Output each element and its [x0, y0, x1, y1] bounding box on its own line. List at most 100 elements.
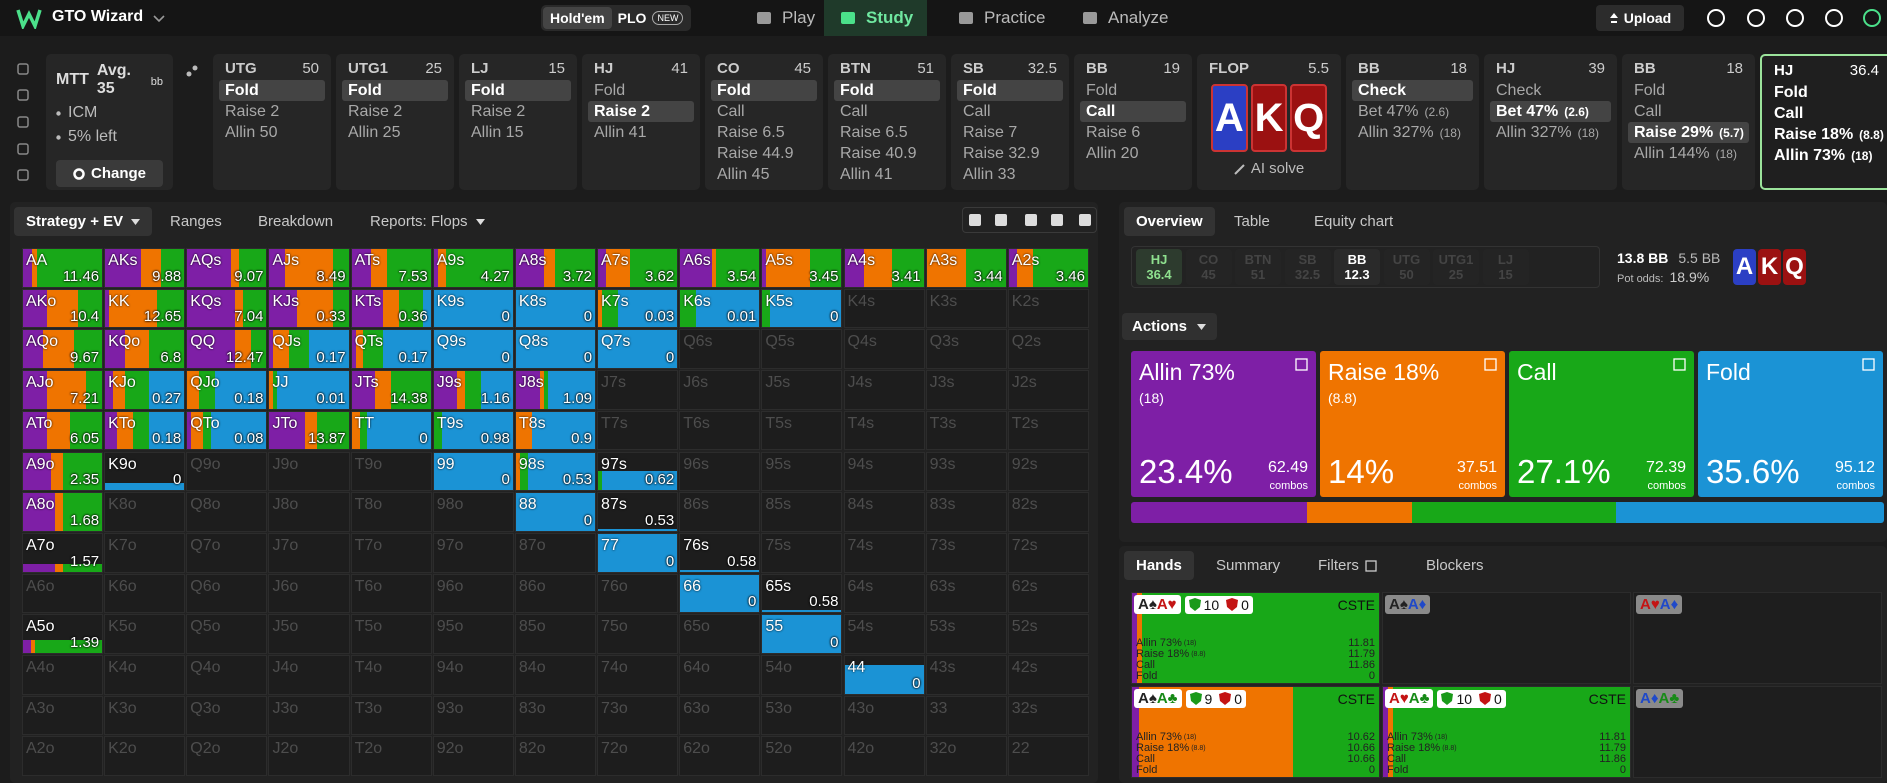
step-option[interactable]: Raise 7: [957, 122, 1063, 143]
hand-cell[interactable]: 54o: [761, 655, 843, 695]
hand-cell[interactable]: 82o: [514, 736, 597, 777]
hand-cell[interactable]: Q6s: [679, 329, 761, 370]
step-option[interactable]: Call: [1768, 103, 1885, 124]
step-option[interactable]: Allin 33: [957, 164, 1063, 185]
hand-cell[interactable]: 33: [925, 695, 1007, 736]
hand-cell[interactable]: Q5s: [761, 329, 843, 370]
hand-cell[interactable]: K7s 0.03: [597, 288, 679, 329]
hand-tile[interactable]: A♠A♦: [1382, 592, 1631, 684]
toggle-option[interactable]: PLO: [617, 10, 647, 26]
hand-cell[interactable]: KQo 6.8: [104, 329, 186, 370]
hand-cell[interactable]: K2s: [1007, 288, 1089, 329]
step-option[interactable]: Allin 41: [834, 164, 940, 185]
hand-cell[interactable]: Q2o: [186, 736, 268, 777]
hand-cell[interactable]: 94o: [432, 655, 514, 695]
hand-cell[interactable]: 42o: [843, 736, 925, 777]
hand-cell[interactable]: AJs 8.49: [268, 248, 350, 288]
history-step[interactable]: HJ 36.4 Fold Call Raise 18% (8.8) Allin 73% (18…: [1760, 54, 1887, 190]
hand-cell[interactable]: T4s: [843, 410, 925, 451]
hand-cell[interactable]: TT 0: [350, 410, 432, 451]
hand-cell[interactable]: T2o: [350, 736, 432, 777]
hand-cell[interactable]: J6o: [268, 573, 350, 614]
step-option[interactable]: Raise 6: [1080, 122, 1186, 143]
hand-cell[interactable]: Q3o: [186, 695, 268, 736]
hand-cell[interactable]: J5o: [268, 614, 350, 654]
hand-cell[interactable]: 73s: [925, 532, 1007, 573]
hand-cell[interactable]: KJs 0.33: [268, 288, 350, 329]
step-option[interactable]: Raise 44.9: [711, 143, 817, 164]
hand-cell[interactable]: J3s: [925, 370, 1007, 410]
hands-tab[interactable]: Summary: [1204, 551, 1292, 580]
hand-cell[interactable]: KQs 7.04: [186, 288, 268, 329]
step-option[interactable]: Allin 327% (18): [1490, 122, 1611, 143]
hand-tile[interactable]: A♥A♣ 10 0 CSTE Allin 73% (18) 11.81 Raise 18% (8…: [1382, 686, 1631, 778]
step-option[interactable]: Raise 6.5: [711, 122, 817, 143]
hand-cell[interactable]: 32o: [925, 736, 1007, 777]
hand-cell[interactable]: J7s: [597, 370, 679, 410]
hand-cell[interactable]: 53s: [925, 614, 1007, 654]
step-option[interactable]: Bet 47% (2.6): [1490, 101, 1611, 122]
hand-cell[interactable]: 53o: [761, 695, 843, 736]
hand-cell[interactable]: 73o: [597, 695, 679, 736]
hand-cell[interactable]: 63s: [925, 573, 1007, 614]
hand-cell[interactable]: A7o 1.57: [22, 532, 104, 573]
history-step[interactable]: UTG1 25 Fold Raise 2 Allin 25: [336, 54, 454, 190]
hand-cell[interactable]: 22: [1007, 736, 1089, 777]
hand-cell[interactable]: 85s: [761, 492, 843, 532]
step-option[interactable]: Allin 73% (18): [1768, 145, 1885, 166]
step-option[interactable]: Raise 32.9: [957, 143, 1063, 164]
hand-cell[interactable]: T8o: [350, 492, 432, 532]
hand-cell[interactable]: 64s: [843, 573, 925, 614]
step-option[interactable]: Raise 29% (5.7): [1628, 122, 1749, 143]
hand-cell[interactable]: KTo 0.18: [104, 410, 186, 451]
hand-cell[interactable]: 85o: [514, 614, 597, 654]
change-button[interactable]: Change: [56, 160, 163, 187]
hand-cell[interactable]: 97o: [432, 532, 514, 573]
hand-cell[interactable]: K7o: [104, 532, 186, 573]
hand-cell[interactable]: 96s: [679, 451, 761, 492]
hand-cell[interactable]: T6s: [679, 410, 761, 451]
hand-cell[interactable]: T4o: [350, 655, 432, 695]
step-option[interactable]: Fold: [711, 80, 817, 101]
hand-cell[interactable]: Q5o: [186, 614, 268, 654]
step-option[interactable]: Raise 2: [588, 101, 694, 122]
step-option[interactable]: Allin 20: [1080, 143, 1186, 164]
hand-cell[interactable]: 92o: [432, 736, 514, 777]
history-step[interactable]: LJ 15 Fold Raise 2 Allin 15: [459, 54, 577, 190]
history-step[interactable]: HJ 39 Check Bet 47% (2.6) Allin 327% (18): [1484, 54, 1617, 190]
hand-cell[interactable]: T5o: [350, 614, 432, 654]
hand-cell[interactable]: 93o: [432, 695, 514, 736]
hand-cell[interactable]: KK 12.65: [104, 288, 186, 329]
hand-cell[interactable]: 84o: [514, 655, 597, 695]
hand-cell[interactable]: A6o: [22, 573, 104, 614]
hand-cell[interactable]: K8o: [104, 492, 186, 532]
hand-cell[interactable]: K4s: [843, 288, 925, 329]
hand-cell[interactable]: J4s: [843, 370, 925, 410]
hand-cell[interactable]: A6s 3.54: [679, 248, 761, 288]
hand-cell[interactable]: K9s 0: [432, 288, 514, 329]
actions-dropdown[interactable]: Actions: [1122, 313, 1217, 340]
hand-cell[interactable]: 42s: [1007, 655, 1089, 695]
step-option[interactable]: Allin 41: [588, 122, 694, 143]
hand-cell[interactable]: 88 0: [514, 492, 597, 532]
hand-cell[interactable]: ATs 7.53: [350, 248, 432, 288]
history-step[interactable]: HJ 41 Fold Raise 2 Allin 41: [582, 54, 700, 190]
hand-tile[interactable]: A♦A♣: [1633, 686, 1882, 778]
hand-cell[interactable]: Q7s 0: [597, 329, 679, 370]
hand-cell[interactable]: KTs 0.36: [350, 288, 432, 329]
hand-cell[interactable]: T3s: [925, 410, 1007, 451]
history-step[interactable]: BTN 51 Fold Call Raise 6.5 Raise 40.9 Allin 41: [828, 54, 946, 190]
hand-cell[interactable]: Q4s: [843, 329, 925, 370]
hand-cell[interactable]: 62o: [679, 736, 761, 777]
hand-cell[interactable]: A5o 1.39: [22, 614, 104, 654]
hand-cell[interactable]: 74s: [843, 532, 925, 573]
hand-cell[interactable]: T2s: [1007, 410, 1089, 451]
hand-tile[interactable]: A♠A♥ 10 0 CSTE Allin 73% (18) 11.81 Raise 18% (8…: [1131, 592, 1380, 684]
hand-cell[interactable]: J8s 1.09: [514, 370, 597, 410]
step-option[interactable]: Fold: [465, 80, 571, 101]
hand-cell[interactable]: K8s 0: [514, 288, 597, 329]
hand-cell[interactable]: A3o: [22, 695, 104, 736]
hand-cell[interactable]: 98o: [432, 492, 514, 532]
nav-item[interactable]: Play: [740, 0, 829, 36]
step-option[interactable]: Fold: [219, 80, 325, 101]
